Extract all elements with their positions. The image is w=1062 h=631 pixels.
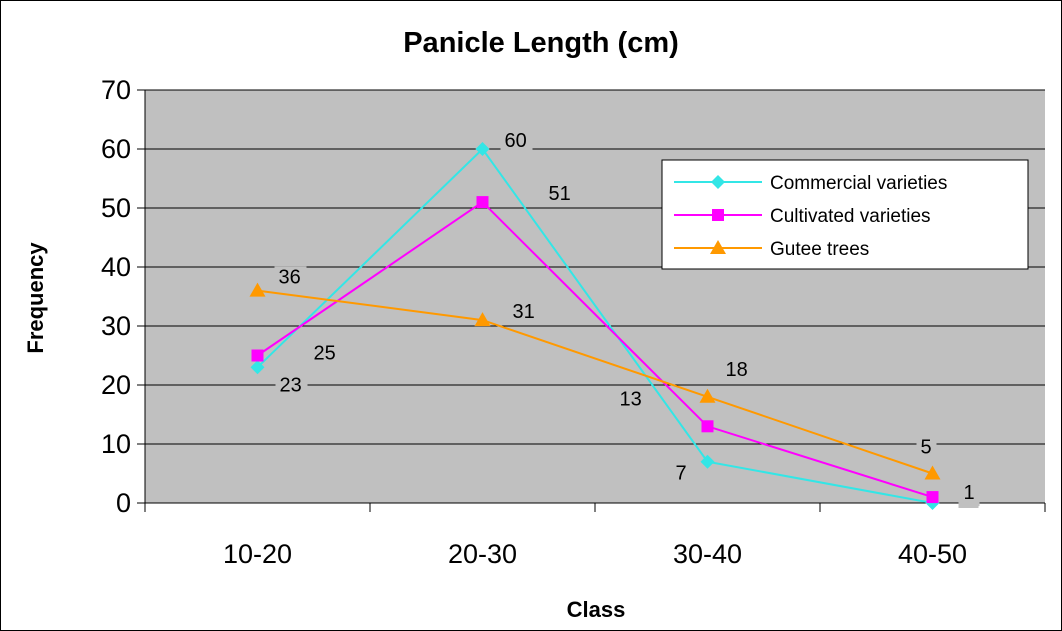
x-axis-title: Class [567,597,626,622]
y-tick-label: 70 [101,75,131,105]
data-point-marker [699,388,716,403]
data-label: 36 [279,267,301,289]
data-label: 13 [620,388,642,410]
axes [137,89,1046,512]
plot-area [145,90,1045,503]
data-label: 60 [505,130,527,152]
data-point-marker [476,196,489,209]
data-label-bg [615,388,648,413]
legend-marker [712,209,724,221]
data-label-bg [916,436,937,461]
legend-label: Gutee trees [770,239,869,260]
y-tick-label: 0 [116,488,131,518]
y-tick-label: 30 [101,311,131,341]
data-point-marker [926,491,939,504]
series-line-2 [257,289,933,475]
y-axis-title: Frequency [23,242,48,354]
data-label: 31 [513,301,535,323]
data-point-marker [249,282,266,297]
y-tick-label: 60 [101,134,131,164]
y-tick-label: 10 [101,429,131,459]
legend-marker [710,240,726,254]
data-label: 18 [726,359,748,381]
series-line-1 [256,200,933,499]
x-tick-label: 40-50 [898,539,967,569]
data-label: 51 [549,183,571,205]
data-point-marker [700,454,715,469]
data-label-bg [508,301,541,326]
x-tick-label: 30-40 [673,539,742,569]
y-tick-labels: 0 10 20 30 40 50 60 70 [101,75,131,518]
data-labels-group: 23607025511313631185 [274,130,980,508]
data-label-bg [275,374,308,399]
data-label: 23 [280,374,302,396]
data-label-bg [671,462,692,487]
data-label-bg [721,358,754,383]
legend: Commercial varieties Cultivated varieties… [661,159,1029,270]
data-label-bg [274,266,307,291]
data-label-bg [309,342,342,367]
data-point-marker [474,312,491,327]
data-label: 25 [314,343,336,365]
legend-label: Commercial varieties [770,173,947,194]
series-line-0 [256,147,933,504]
data-label-bg [500,130,533,154]
data-point-marker [701,420,714,433]
data-label: 5 [921,437,932,459]
legend-label: Cultivated varieties [770,206,931,227]
y-tick-label: 50 [101,193,131,223]
y-tick-label: 40 [101,252,131,282]
data-label: 1 [964,482,975,504]
data-point-marker [924,465,941,480]
series-group [249,142,941,510]
x-tick-label: 20-30 [448,539,517,569]
data-point-marker [250,360,265,375]
data-point-marker [475,142,490,156]
y-tick-label: 20 [101,370,131,400]
data-label-bg [544,183,577,208]
data-label: 7 [676,463,687,485]
x-tick-labels: 10-20 20-30 30-40 40-50 [223,539,967,569]
data-label-bg [959,482,980,507]
data-point-marker [251,349,264,362]
legend-marker [711,175,725,189]
chart-title: Panicle Length (cm) [403,27,679,59]
x-tick-label: 10-20 [223,539,292,569]
